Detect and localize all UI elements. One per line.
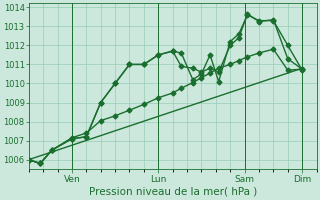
- X-axis label: Pression niveau de la mer( hPa ): Pression niveau de la mer( hPa ): [89, 187, 257, 197]
